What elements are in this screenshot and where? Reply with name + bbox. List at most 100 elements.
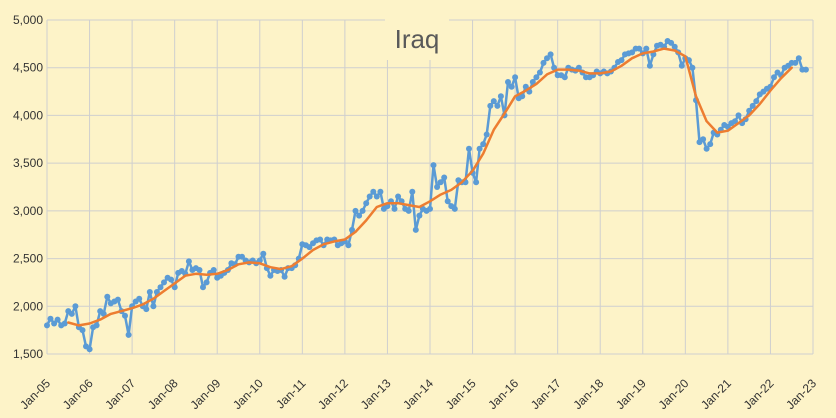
data-point [466, 145, 472, 152]
data-point [476, 145, 483, 152]
data-point [689, 64, 696, 71]
data-point [349, 226, 355, 233]
data-point [86, 346, 93, 353]
data-point [700, 136, 707, 143]
data-point [196, 267, 203, 273]
data-point [93, 322, 100, 329]
x-tick-label: Jan-15 [443, 376, 479, 412]
data-point [473, 179, 480, 186]
series-1 [67, 47, 793, 327]
data-point [771, 74, 777, 81]
data-point [352, 207, 359, 214]
data-point [490, 98, 497, 105]
data-point [735, 112, 742, 119]
data-point [483, 131, 490, 138]
data-point [104, 293, 111, 300]
data-point [72, 303, 79, 310]
gridlines [46, 19, 814, 355]
data-point [200, 284, 206, 291]
x-tick-label: Jan-07 [102, 376, 138, 412]
y-tick-label: 2,000 [13, 299, 43, 313]
data-point [441, 174, 448, 181]
data-point [512, 74, 519, 81]
data-point [795, 55, 802, 62]
x-tick-label: Jan-16 [485, 376, 521, 412]
data-point [703, 145, 710, 152]
data-point [51, 320, 58, 327]
data-point [136, 295, 143, 302]
data-point [668, 39, 675, 46]
y-tick-label: 4,500 [13, 61, 43, 75]
x-tick-label: Jan-13 [358, 376, 394, 412]
x-tick-label: Jan-22 [741, 376, 777, 412]
data-point [487, 102, 494, 109]
data-point [157, 284, 164, 291]
data-point [239, 253, 245, 260]
data-point [122, 312, 128, 319]
data-point [629, 49, 636, 56]
x-tick-label: Jan-18 [570, 376, 606, 412]
data-point [636, 45, 643, 52]
data-point [146, 289, 153, 295]
data-point [61, 320, 68, 327]
data-point [143, 306, 150, 313]
data-point [79, 327, 86, 334]
data-point [444, 198, 451, 205]
data-point [547, 51, 554, 58]
data-point [732, 118, 738, 125]
data-point [412, 226, 419, 233]
data-point [540, 59, 547, 66]
x-tick-label: Jan-23 [783, 376, 819, 412]
data-point [494, 102, 501, 109]
x-tick-label: Jan-05 [17, 376, 53, 412]
data-point [505, 79, 511, 85]
data-point [533, 74, 540, 81]
y-tick-label: 1,500 [13, 347, 43, 361]
x-tick-label: Jan-21 [698, 376, 734, 412]
data-point [618, 57, 625, 64]
data-point [508, 83, 515, 90]
data-point [529, 79, 536, 85]
data-point [519, 93, 526, 100]
x-tick-label: Jan-12 [315, 376, 351, 412]
data-point [44, 322, 50, 329]
data-point [363, 200, 370, 207]
chart-title: Iraq [395, 24, 440, 54]
data-point [366, 193, 373, 200]
data-point [430, 162, 437, 169]
data-point [161, 279, 167, 286]
data-point [451, 205, 458, 212]
y-tick-label: 2,500 [13, 252, 43, 266]
data-point [281, 273, 288, 280]
data-point [210, 267, 217, 273]
data-point [749, 102, 756, 109]
data-point [753, 98, 760, 105]
x-tick-label: Jan-14 [400, 376, 436, 412]
data-point [646, 62, 653, 69]
data-point [480, 141, 487, 148]
data-point [114, 296, 121, 303]
data-point [345, 242, 352, 249]
y-axis-tick-labels: 1,500 2,000 2,500 3,000 3,500 4,000 4,500 5,000 [13, 13, 43, 361]
data-point [373, 193, 380, 200]
y-tick-label: 3,000 [13, 204, 43, 218]
x-tick-label: Jan-11 [273, 376, 308, 411]
data-point [575, 64, 582, 71]
x-tick-label: Jan-17 [528, 376, 564, 412]
data-point [150, 303, 157, 310]
data-point [125, 331, 132, 338]
y-tick-label: 5,000 [13, 13, 43, 27]
data-point [68, 310, 75, 317]
data-point [544, 55, 550, 62]
data-point [168, 276, 175, 283]
data-point [395, 193, 402, 200]
data-point [54, 316, 61, 323]
data-point [306, 244, 313, 251]
data-point [47, 315, 54, 322]
data-point [260, 250, 267, 257]
data-point [267, 272, 274, 279]
data-point [317, 236, 324, 243]
x-tick-label: Jan-08 [145, 376, 181, 412]
